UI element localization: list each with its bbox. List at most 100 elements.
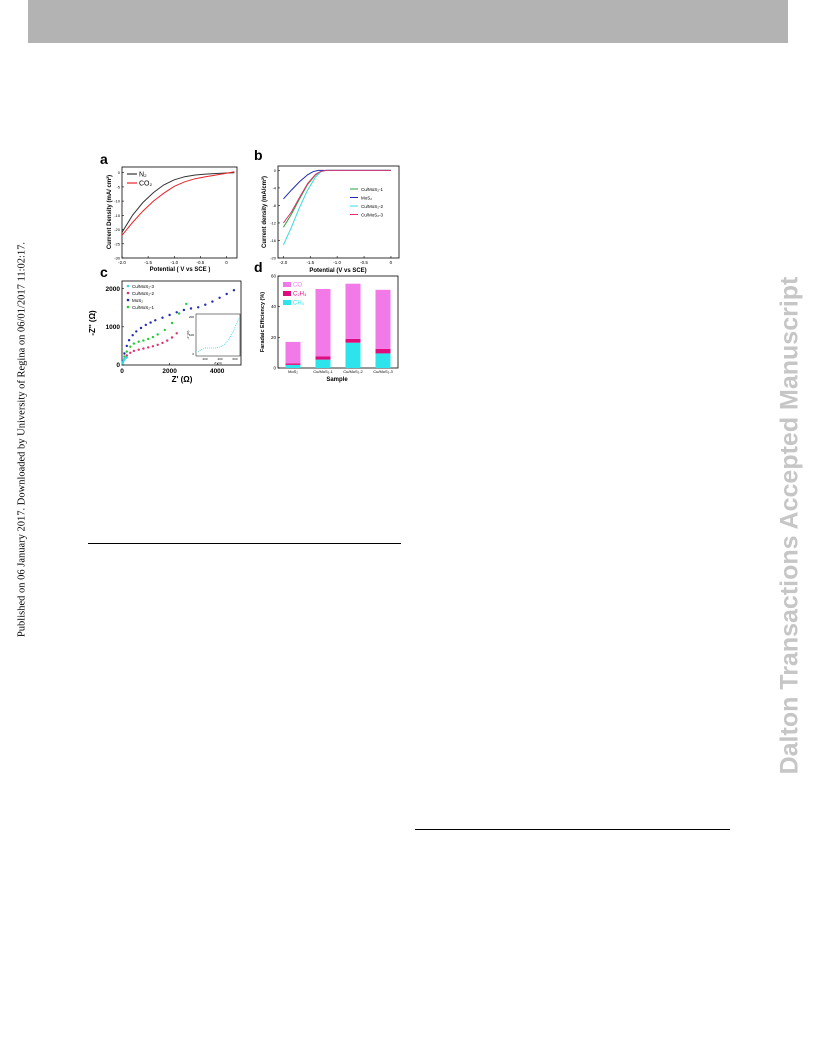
panel-c-point — [218, 296, 221, 299]
panel-c-legend-marker — [126, 298, 130, 302]
panel-c-point — [156, 333, 159, 336]
panel-c-inset-xtick-1: 200 — [202, 357, 207, 361]
panel-c-point — [170, 336, 174, 339]
panel-a-xlabel: Potential ( V vs SCE ) — [150, 267, 211, 273]
panel-c-inset-ylabel: -Z'' (Ω) — [186, 330, 190, 339]
panel-b: -2.0 -1.5 -1.0 -0.5 0 0 -4 -8 -12 -16 -20 Cu/MoS₂… — [261, 165, 400, 274]
panel-c-legend: Cu/MoS₂-3 Cu/MoS₂-2 MoS₂ Cu/MoS₂-1 — [126, 284, 155, 310]
panel-a-ytick-label: -25 — [114, 241, 121, 246]
panel-c-point — [166, 339, 169, 342]
panel-b-ytick-label: -8 — [272, 203, 276, 208]
panel-c-point — [185, 302, 188, 306]
panel-b-yticks: 0 -4 -8 -12 -16 -20 — [270, 168, 280, 261]
panel-d-bar-segment — [315, 289, 331, 357]
panel-c-point — [189, 307, 193, 310]
panel-c-point — [131, 334, 134, 337]
panel-c-point — [125, 356, 128, 359]
panel-d-legend-label: CH₄ — [293, 301, 305, 307]
panel-a-axes — [121, 166, 238, 259]
panel-d-label: d — [254, 259, 263, 275]
panel-c-inset: 200 100 0 200 400 600 Z' (Ω) -Z'' (Ω) — [186, 313, 241, 365]
panel-d-legend: CO C₂H₄ CH₄ — [283, 282, 307, 307]
panel-c-inset-ytick-1: 200 — [189, 315, 194, 319]
panel-c-legend-label: MoS₂ — [132, 298, 143, 303]
panel-c-ytick-label: 2000 — [106, 286, 121, 293]
panel-a-series — [121, 171, 235, 236]
panel-c-point — [154, 319, 157, 322]
panel-a-xtick-label: 0 — [225, 260, 228, 265]
panel-c-inset-xtick-2: 400 — [217, 357, 222, 361]
column-rule-left — [88, 543, 401, 544]
column-rule-right — [415, 829, 730, 830]
panel-a-ytick-label: -15 — [114, 213, 121, 218]
panel-c-legend-marker — [126, 305, 130, 309]
panel-d-xlabel: Sample — [326, 377, 348, 383]
panel-c-point — [137, 340, 140, 343]
panel-b-legend-label: Cu/MoS₂-2 — [361, 204, 384, 209]
panel-c-point — [151, 345, 155, 348]
panel-c-inset-xlabel: Z' (Ω) — [214, 361, 221, 365]
panel-c-ylabel: -Z'' (Ω) — [88, 310, 97, 336]
panel-b-ytick-label: 0 — [274, 168, 277, 173]
panel-b-ytick-label: -16 — [270, 238, 277, 243]
panel-a-yticks: 0 -5 -10 -15 -20 -25 -30 — [114, 170, 124, 261]
panel-d-bar-segment — [345, 342, 361, 368]
panel-c-inset-axes — [195, 313, 241, 357]
panel-a-xticks: -2.0 -1.5 -1.0 -0.5 0 — [118, 256, 228, 265]
panel-c-xlabel: Z' (Ω) — [172, 375, 193, 384]
panel-c-point — [161, 316, 164, 319]
panel-a-ytick-label: 0 — [118, 170, 121, 175]
panel-b-series-line — [282, 169, 391, 228]
panel-b-xticks: -2.0 -1.5 -1.0 -0.5 0 — [279, 256, 393, 265]
panel-c-xtick-label: 4000 — [210, 368, 225, 375]
panel-d-ytick-label: 0 — [273, 366, 276, 371]
panel-c-inset-xtick-3: 600 — [232, 357, 237, 361]
panel-c-point — [125, 350, 128, 353]
panel-b-ytick-label: -4 — [272, 185, 276, 190]
panel-b-legend: Cu/MoS₂-1 MoS₂ Cu/MoS₂-2 Cu/MoS₂-3 — [350, 187, 384, 217]
panel-d-xtick-label: Cu/MoS₂-3 — [373, 369, 393, 374]
panel-d-legend-swatch — [283, 291, 291, 296]
header-bar — [28, 0, 788, 43]
panel-b-legend-label: MoS₂ — [361, 195, 372, 200]
panel-d-legend-swatch — [283, 300, 291, 305]
panel-a-xtick-label: -1.0 — [170, 260, 178, 265]
panel-d-bar-segment — [315, 356, 331, 360]
panel-c-inset-ytick-2: 100 — [189, 333, 194, 337]
panel-d-legend-swatch — [283, 282, 291, 287]
panel-c-point — [142, 347, 145, 350]
panel-c-point — [177, 312, 181, 315]
panel-c-point — [127, 339, 131, 342]
panel-c-point — [123, 352, 126, 355]
panel-a-xtick-label: -1.5 — [144, 260, 152, 265]
panel-a-legend-label: CO₂ — [139, 181, 153, 188]
panel-c-point — [147, 337, 150, 341]
panel-d-legend-label: C₂H₄ — [293, 292, 307, 298]
panel-d-ytick-label: 20 — [271, 335, 277, 340]
panel-d-bar-segment — [375, 289, 391, 349]
panel-c-point — [139, 326, 143, 330]
panel-c-point — [132, 342, 136, 345]
panel-d-bar-segment — [285, 341, 301, 364]
panel-c-legend-label: Cu/MoS₂-3 — [132, 284, 155, 289]
panel-a-ytick-label: -5 — [116, 184, 120, 189]
panel-c-point — [204, 303, 207, 306]
panel-d-xtick-label: MoS₂ — [288, 369, 298, 374]
panel-c-ytick-label: 1000 — [106, 324, 121, 331]
panel-a-legend: N₂ CO₂ — [127, 172, 153, 188]
figure: a b c d -2.0 -1.5 -1.0 -0.5 0 0-5-10-15-20-2… — [88, 147, 400, 384]
panel-c-point — [175, 311, 178, 314]
panel-b-label: b — [254, 147, 263, 163]
panel-d-bar-segment — [345, 283, 361, 339]
panel-b-series — [282, 169, 391, 246]
panel-c-point — [135, 330, 138, 333]
panel-b-axes — [277, 165, 400, 259]
panel-c-point — [161, 341, 164, 345]
panel-c-xtick-label: 0 — [120, 368, 124, 375]
panel-c-point — [142, 339, 145, 342]
panel-b-xtick-label: -1.5 — [306, 260, 314, 265]
panel-c-point — [129, 345, 132, 348]
panel-a-ytick-label: -10 — [114, 199, 121, 204]
panel-d-bar-segment — [375, 353, 391, 368]
